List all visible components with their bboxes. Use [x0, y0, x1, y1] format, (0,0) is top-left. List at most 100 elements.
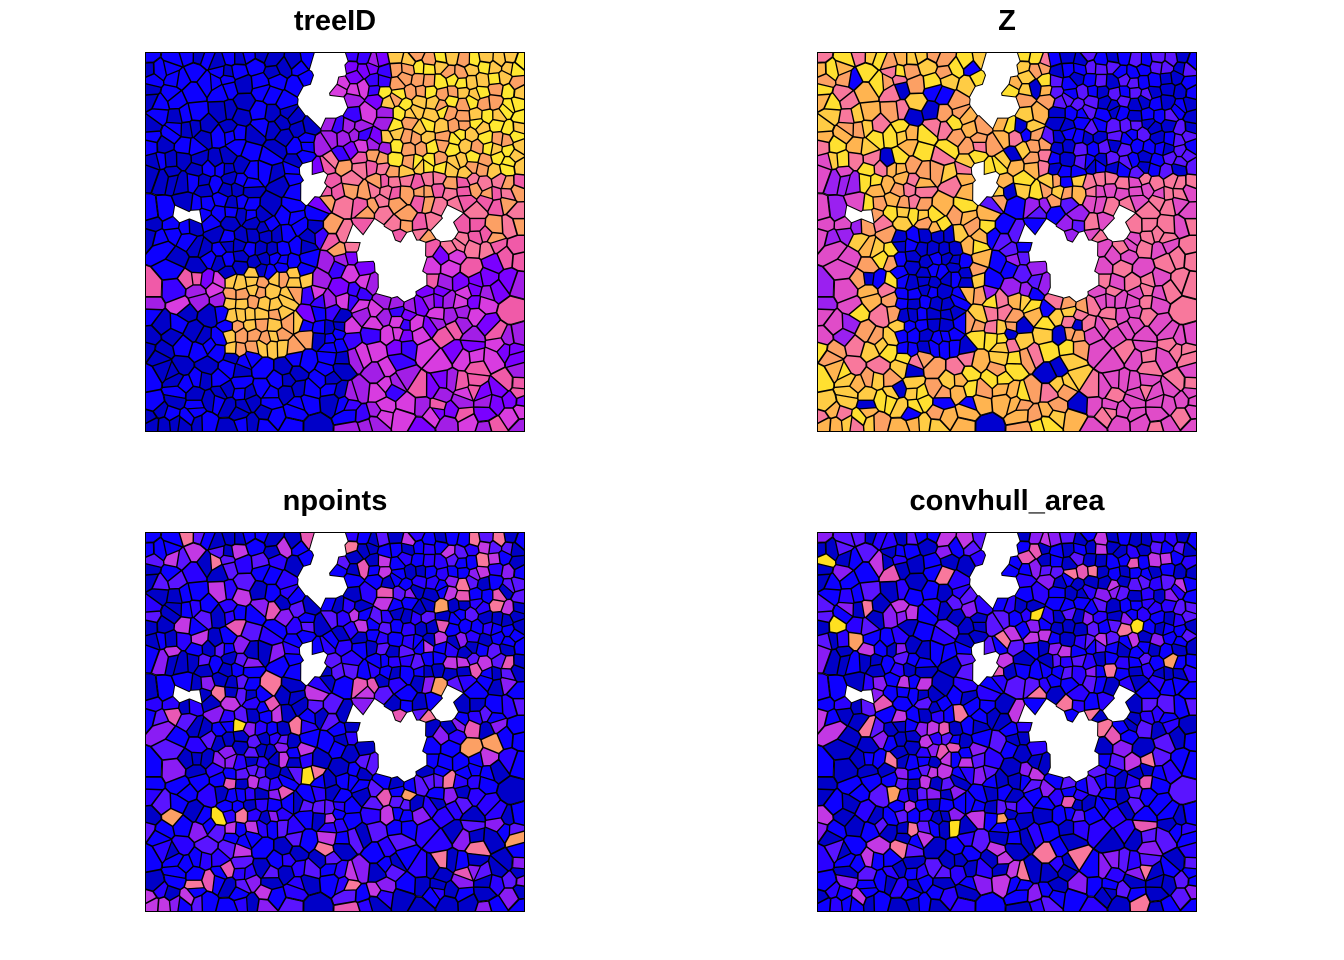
tree-crown-polygon: [965, 810, 986, 830]
tree-crown-polygon: [513, 156, 524, 176]
tree-crown-polygon: [503, 533, 519, 544]
tree-crown-polygon: [501, 870, 517, 889]
tree-crown-polygon: [1015, 721, 1033, 733]
tree-crown-polygon: [359, 807, 381, 825]
tree-crown-polygon: [368, 416, 392, 431]
tree-crown-polygon: [1019, 347, 1037, 375]
tree-crown-polygon: [473, 886, 498, 902]
tree-crown-polygon: [390, 619, 404, 634]
tree-crown-polygon: [509, 270, 524, 300]
tree-crown-polygon: [849, 416, 865, 431]
tree-crown-polygon: [1168, 775, 1196, 805]
tree-crown-polygon: [1147, 900, 1164, 911]
tree-crown-polygon: [918, 892, 932, 911]
tree-crown-polygon: [297, 69, 315, 87]
tree-crown-polygon: [146, 897, 159, 911]
tree-crown-polygon: [244, 306, 256, 321]
tree-crown-polygon: [454, 109, 471, 122]
tree-crown-polygon: [873, 868, 887, 893]
tree-crown-polygon: [1140, 106, 1155, 121]
tree-crown-polygon: [201, 410, 220, 431]
tree-crown-polygon: [146, 776, 166, 791]
tree-crown-polygon: [510, 664, 524, 683]
tree-crown-polygon: [490, 847, 513, 872]
tree-crown-polygon: [1079, 896, 1108, 911]
tree-crown-polygon: [510, 589, 524, 604]
tree-crown-polygon: [1047, 53, 1062, 68]
tree-crown-polygon: [170, 191, 194, 213]
tree-crown-polygon: [456, 186, 472, 197]
tree-crown-polygon: [343, 573, 365, 588]
map-convhull-area: [817, 532, 1197, 912]
tree-crown-polygon: [1180, 822, 1196, 836]
tree-crown-polygon: [266, 340, 279, 361]
tree-crown-polygon: [365, 751, 379, 777]
tree-crown-polygon: [373, 685, 395, 706]
tree-crown-polygon: [960, 715, 975, 736]
tree-crown-polygon: [873, 890, 892, 911]
tree-crown-polygon: [1059, 151, 1076, 168]
tree-crown-polygon: [854, 318, 877, 343]
tree-crown-polygon: [1183, 731, 1196, 752]
tree-crown-polygon: [818, 673, 831, 701]
tree-crown-polygon: [1172, 677, 1190, 696]
tree-crown-polygon: [1026, 821, 1045, 850]
tree-crown-polygon: [1176, 830, 1196, 848]
tree-crown-polygon: [818, 228, 829, 254]
tree-crown-polygon: [267, 406, 287, 431]
tree-crown-polygon: [492, 53, 506, 68]
tree-crown-polygon: [468, 533, 481, 547]
tree-crown-polygon: [503, 53, 519, 64]
tree-crown-polygon: [1060, 656, 1074, 668]
tree-crown-polygon: [1131, 325, 1158, 343]
tree-crown-polygon: [1184, 404, 1196, 420]
tree-crown-polygon: [512, 884, 524, 900]
tree-crown-polygon: [264, 583, 281, 603]
tree-crown-polygon: [1037, 751, 1051, 777]
tree-crown-polygon: [510, 320, 524, 346]
tree-crown-polygon: [863, 271, 875, 286]
tree-crown-polygon: [388, 656, 402, 668]
tree-crown-polygon: [917, 228, 933, 244]
tree-crown-polygon: [299, 53, 315, 70]
tree-crown-polygon: [390, 888, 417, 911]
tree-crown-polygon: [1128, 666, 1144, 677]
tree-crown-polygon: [906, 298, 921, 310]
tree-crown-polygon: [818, 843, 835, 873]
tree-crown-polygon: [350, 217, 375, 236]
tree-crown-polygon: [150, 648, 169, 676]
tree-crown-polygon: [415, 818, 441, 850]
tree-crown-polygon: [311, 799, 326, 815]
tree-crown-polygon: [488, 895, 509, 911]
tree-crown-polygon: [183, 879, 205, 890]
tree-crown-polygon: [285, 757, 302, 768]
tree-crown-polygon: [818, 776, 838, 791]
tree-crown-polygon: [1117, 53, 1132, 66]
tree-crown-polygon: [506, 714, 524, 735]
tree-crown-polygon: [312, 267, 333, 290]
tree-crown-polygon: [1149, 61, 1163, 75]
tree-crown-polygon: [512, 376, 524, 390]
tree-crown-polygon: [1012, 744, 1032, 764]
tree-crown-polygon: [510, 184, 524, 203]
tree-crown-polygon: [512, 618, 524, 636]
tree-crown-polygon: [976, 684, 1002, 702]
tree-crown-polygon: [421, 53, 437, 66]
tree-crown-polygon: [1150, 53, 1166, 64]
tree-crown-polygon: [956, 554, 976, 578]
tree-crown-polygon: [957, 757, 974, 768]
tree-crown-polygon: [1173, 870, 1189, 889]
tree-crown-polygon: [477, 541, 491, 555]
tree-crown-polygon: [842, 671, 866, 693]
tree-crown-polygon: [848, 546, 864, 571]
tree-crown-polygon: [1093, 53, 1109, 66]
tree-crown-polygon: [293, 330, 314, 350]
tree-crown-polygon: [938, 820, 951, 841]
tree-crown-polygon: [224, 206, 239, 218]
tree-crown-polygon: [855, 879, 877, 890]
tree-crown-polygon: [1168, 725, 1186, 750]
tree-crown-polygon: [245, 708, 261, 724]
tree-crown-polygon: [1086, 621, 1100, 637]
tree-crown-polygon: [1184, 138, 1196, 156]
tree-crown-polygon: [1145, 406, 1170, 422]
